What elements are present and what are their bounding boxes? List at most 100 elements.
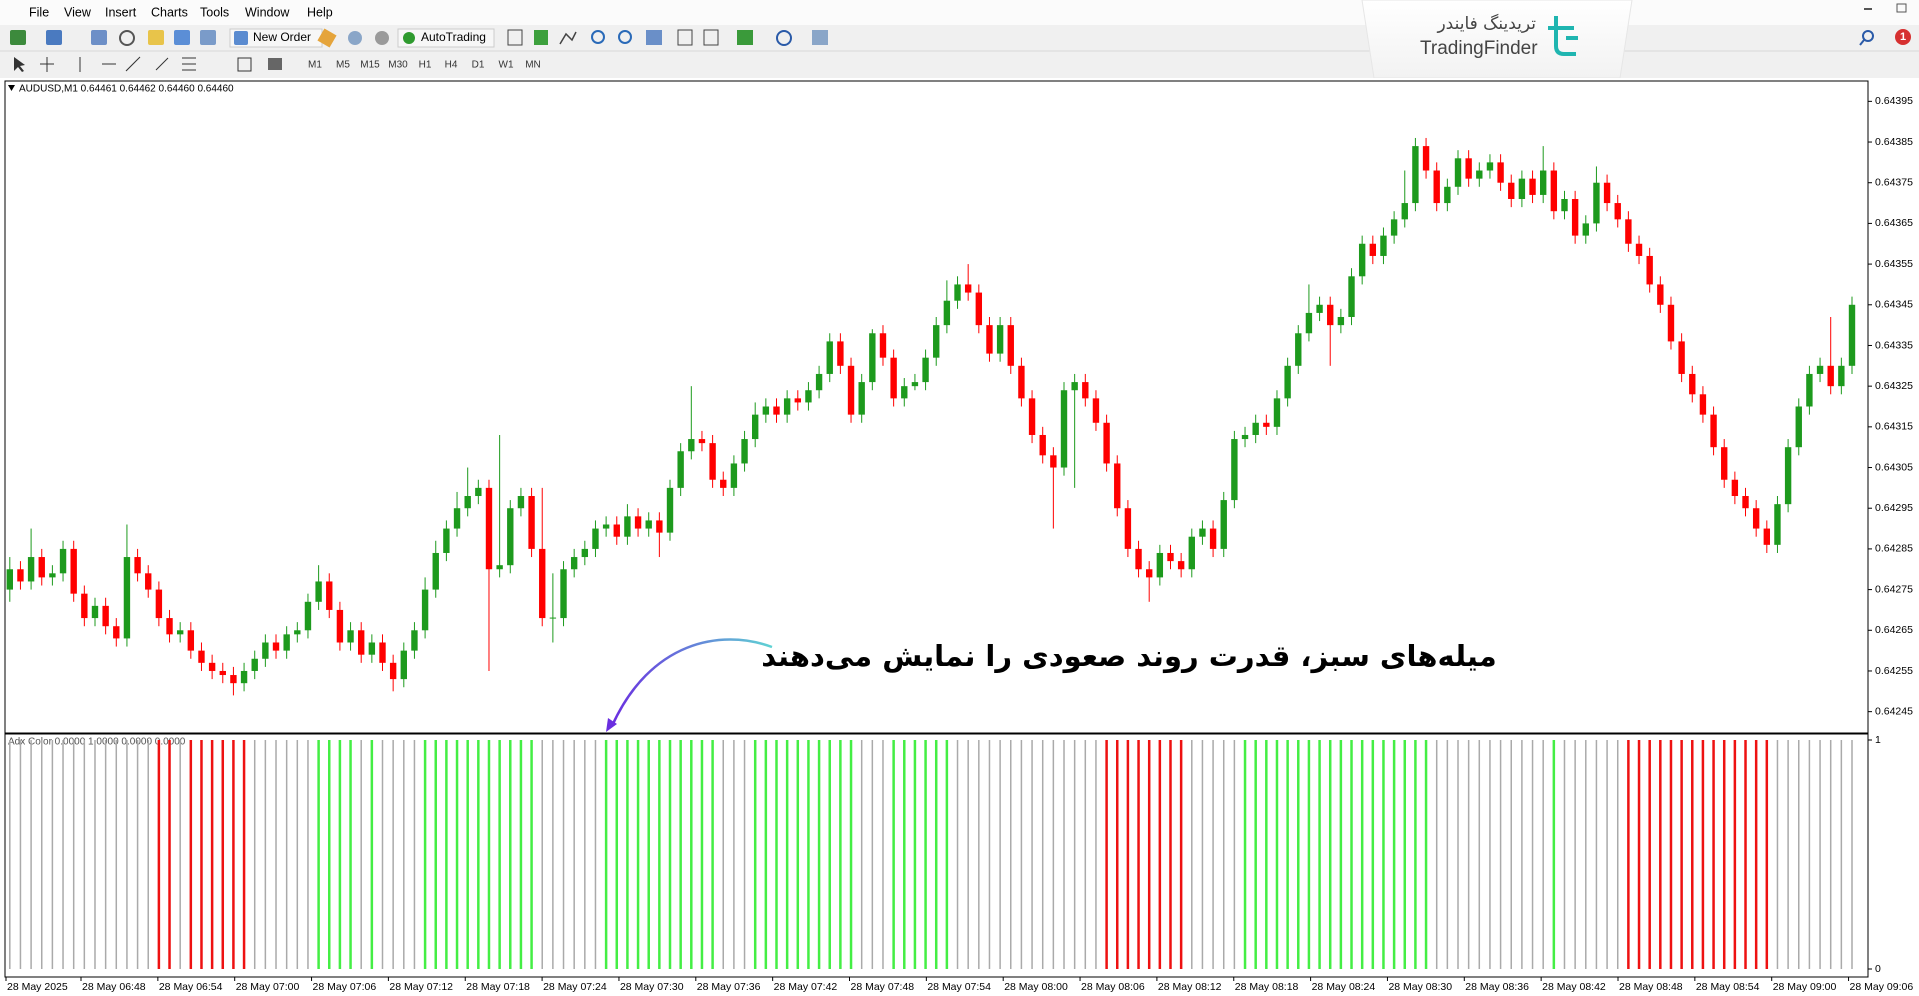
zoom-out-icon[interactable] bbox=[618, 30, 632, 44]
new-chart-icon[interactable] bbox=[10, 30, 26, 45]
profiles-icon[interactable] bbox=[46, 30, 62, 45]
bar-chart-icon[interactable] bbox=[507, 29, 523, 46]
autoscroll-icon[interactable] bbox=[677, 29, 693, 46]
candle-body bbox=[70, 548, 77, 594]
autotrading-label[interactable]: AutoTrading bbox=[421, 30, 486, 44]
restore-icon[interactable] bbox=[1896, 3, 1907, 13]
candle-body bbox=[826, 341, 833, 374]
indicators-icon[interactable] bbox=[737, 30, 753, 45]
x-tick-label: 28 May 07:00 bbox=[236, 981, 300, 993]
candle-body bbox=[783, 398, 791, 415]
candle-body bbox=[1444, 186, 1451, 204]
candle-body bbox=[1380, 235, 1387, 256]
candle-body bbox=[752, 414, 759, 440]
candle-body bbox=[38, 557, 45, 578]
candle-body bbox=[1348, 276, 1355, 317]
indicator-title: Adx Color 0.0000 1.0000 0.0000 0.0000 bbox=[8, 737, 186, 748]
timeframe-button[interactable]: D1 bbox=[472, 60, 485, 71]
text-label-icon[interactable] bbox=[237, 57, 252, 72]
candle-body bbox=[1007, 325, 1014, 366]
candle-body bbox=[1273, 398, 1281, 427]
candle-body bbox=[1742, 496, 1749, 509]
timeframe-button[interactable]: H4 bbox=[445, 60, 458, 71]
menu-item[interactable]: Insert bbox=[105, 5, 137, 19]
candle-body bbox=[1199, 528, 1206, 537]
menu-item[interactable]: Window bbox=[245, 5, 290, 19]
candle-body bbox=[1752, 508, 1760, 529]
menu-item[interactable]: Charts bbox=[151, 5, 188, 19]
x-tick-label: 28 May 07:48 bbox=[851, 981, 915, 993]
timeframe-button[interactable]: M5 bbox=[336, 60, 350, 71]
data-window-icon[interactable] bbox=[119, 30, 135, 46]
candle-body bbox=[890, 357, 897, 399]
candle-icon[interactable] bbox=[534, 30, 548, 45]
timeframe-button[interactable]: W1 bbox=[499, 60, 514, 71]
candle-body bbox=[1593, 182, 1600, 224]
candle-body bbox=[443, 528, 450, 553]
timeframe-button[interactable]: H1 bbox=[419, 60, 432, 71]
line-chart-icon[interactable] bbox=[559, 31, 577, 45]
autotrading-button[interactable] bbox=[397, 28, 495, 48]
x-tick-label: 28 May 08:42 bbox=[1542, 981, 1606, 993]
candle-body bbox=[368, 642, 376, 655]
candle-body bbox=[996, 325, 1004, 354]
candle-body bbox=[6, 569, 13, 590]
candle-body bbox=[1816, 365, 1824, 374]
navigator-icon[interactable] bbox=[148, 30, 164, 45]
candle-body bbox=[581, 548, 589, 558]
logo-text-en: TradingFinder bbox=[1420, 38, 1538, 59]
y-tick-label: 0 bbox=[1875, 963, 1881, 975]
candle-body bbox=[17, 569, 24, 582]
timeframe-button[interactable]: MN bbox=[525, 60, 541, 71]
zoom-in-icon[interactable] bbox=[591, 30, 605, 44]
logo-text-fa: تریدینگ فایندر bbox=[1436, 13, 1536, 34]
candle-body bbox=[1550, 170, 1558, 212]
timeframe-button[interactable]: M30 bbox=[388, 60, 408, 71]
candle-body bbox=[230, 675, 237, 684]
market-icon[interactable] bbox=[375, 31, 389, 45]
candle-body bbox=[592, 528, 599, 549]
y-tick-label: 0.64285 bbox=[1875, 543, 1913, 555]
candle-body bbox=[262, 642, 269, 659]
minimize-icon[interactable] bbox=[1864, 8, 1872, 10]
meta-editor-icon[interactable] bbox=[317, 28, 337, 48]
menu-item[interactable]: View bbox=[64, 5, 92, 19]
cursor-icon[interactable] bbox=[14, 57, 25, 72]
shapes-icon[interactable] bbox=[268, 58, 282, 70]
candle-body bbox=[911, 382, 919, 387]
new-order-label[interactable]: New Order bbox=[253, 30, 311, 44]
notification-badge[interactable] bbox=[1895, 29, 1911, 45]
candle-body bbox=[294, 630, 301, 635]
x-tick-label: 28 May 08:54 bbox=[1696, 981, 1760, 993]
tester-icon[interactable] bbox=[200, 30, 216, 45]
candle-body bbox=[549, 617, 557, 619]
drawing-tools bbox=[14, 56, 282, 72]
candle-body bbox=[1784, 447, 1792, 505]
x-tick-label: 28 May 07:24 bbox=[543, 981, 607, 993]
candle-body bbox=[1124, 508, 1132, 549]
timeframe-button[interactable]: M15 bbox=[360, 60, 380, 71]
search-icon[interactable] bbox=[1862, 30, 1874, 42]
market-watch-icon[interactable] bbox=[91, 30, 107, 45]
candle-body bbox=[464, 496, 471, 509]
y-tick-label: 0.64245 bbox=[1875, 705, 1913, 717]
candle-body bbox=[1710, 414, 1717, 448]
menu-item[interactable]: Help bbox=[307, 5, 333, 19]
terminal-icon[interactable] bbox=[174, 30, 190, 45]
menu-item[interactable]: Tools bbox=[200, 5, 229, 19]
periods-icon[interactable] bbox=[776, 30, 792, 46]
annotation-arrowhead bbox=[606, 718, 617, 732]
timeframe-button[interactable]: M1 bbox=[308, 60, 322, 71]
signals-icon[interactable] bbox=[348, 31, 362, 45]
channel-icon[interactable] bbox=[155, 57, 169, 71]
tile-icon[interactable] bbox=[646, 30, 662, 45]
candle-body bbox=[1827, 365, 1834, 387]
candle-body bbox=[1497, 162, 1504, 183]
y-tick-label: 0.64255 bbox=[1875, 665, 1913, 677]
menu-item[interactable]: File bbox=[29, 5, 49, 19]
trendline-icon[interactable] bbox=[125, 56, 141, 72]
templates-icon[interactable] bbox=[812, 30, 828, 45]
chart-shift-icon[interactable] bbox=[703, 29, 719, 46]
candle-body bbox=[1231, 439, 1238, 501]
candle-body bbox=[49, 573, 56, 578]
